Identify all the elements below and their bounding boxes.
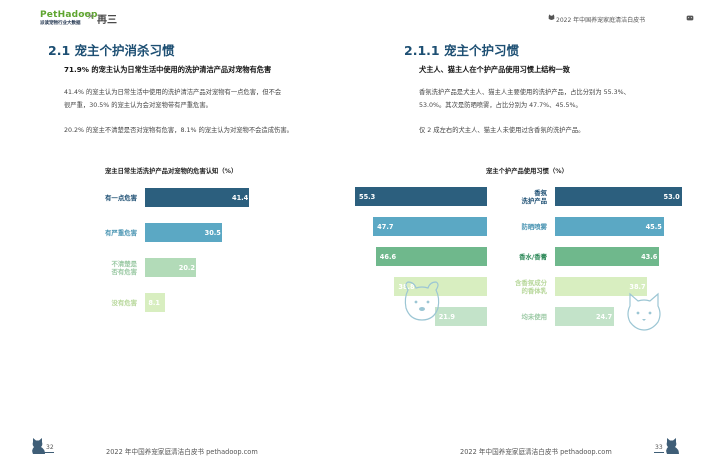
bar [555, 277, 648, 296]
bar-chart-left: 41.4 有一点危害 30.5 有严重危害 20.2 不清楚是 否有危害 8.1 没有危害 [105, 188, 249, 312]
category-label-line: 香氛 [534, 189, 547, 197]
category-label-line: 含香氛成分 [515, 279, 547, 287]
paragraph-line: 香氛洗护产品是犬主人、猫主人主要使用的洗护产品，占比分别为 55.3%、 [419, 89, 630, 96]
logo-subtitle: 派读宠物行业大数据 [40, 21, 81, 26]
page-number: 32 [46, 444, 54, 451]
bar-value-label: 21.9 [438, 313, 455, 321]
logo-separator: × [87, 12, 95, 22]
page-number-underline [44, 452, 54, 453]
paragraph-2: 仅 2 成左右的犬主人、猫主人未使用过含香氛的洗护产品。 [419, 127, 585, 134]
bar [375, 247, 487, 266]
section-headline: 71.9% 的宠主认为日常生活中使用的洗护清洁产品对宠物有危害 [64, 65, 272, 74]
bar [434, 307, 487, 326]
paragraph-1: 香氛洗护产品是犬主人、猫主人主要使用的洗护产品，占比分别为 55.3%、 53.… [419, 86, 699, 112]
bar-value-label: 43.6 [641, 253, 658, 261]
bar [145, 258, 196, 277]
dog-icon [686, 15, 694, 21]
chart-title: 宠主个护产品使用习惯（%） [486, 168, 568, 175]
header-report-title: 2022 年中国养宠家庭清洁白皮书 [556, 17, 646, 24]
category-label-line: 洗护产品 [521, 197, 547, 205]
section-title: 2.1 宠主个护消杀习惯 [48, 43, 175, 58]
bar [145, 188, 249, 207]
bar-value-label: 38.7 [629, 283, 646, 291]
category-label-line: 不清楚是 [111, 260, 137, 268]
category-label-line: 有一点危害 [105, 194, 137, 202]
cat-silhouette-icon [666, 438, 679, 454]
cat-face-icon [548, 14, 555, 20]
bar-value-label: 30.5 [204, 229, 221, 237]
dog-outline-icon [404, 281, 440, 321]
bar-value-label: 46.6 [379, 253, 397, 261]
bar [373, 217, 487, 236]
category-label: 含香氛成分 的香体乳 [515, 279, 547, 295]
paragraph-1: 41.4% 的宠主认为日常生活中使用的洗护清洁产品对宠物有一点危害，但不会 很严… [64, 86, 344, 112]
bar-value-label: 55.3 [359, 193, 376, 201]
category-label-line: 否有危害 [111, 268, 137, 276]
bar-value-label: 24.7 [595, 313, 613, 321]
bar-chart-right: 55.3 53.0 香氛 洗护产品 47.7 45.5 防晒喷雾 46.6 43.6 香水/香膏 3… [355, 0, 710, 473]
category-label: 不清楚是 否有危害 [111, 260, 137, 276]
category-label: 香氛 洗护产品 [521, 189, 547, 205]
category-label: 没有危害 [111, 299, 137, 307]
bar-value-label: 47.7 [377, 223, 394, 231]
paragraph-line: 很严重，30.5% 的宠主认为会对宠物带有严重危害。 [64, 102, 212, 109]
paragraph-2: 20.2% 的宠主不清楚是否对宠物有危害，8.1% 的宠主认为对宠物不会造成伤害… [64, 127, 293, 134]
category-label: 均未使用 [521, 313, 547, 321]
bar-value-label: 8.1 [148, 299, 161, 307]
bar [555, 187, 682, 206]
category-label: 香水/香膏 [519, 253, 547, 261]
bar [394, 277, 487, 296]
bar-value-label: 41.4 [232, 194, 249, 202]
logo-text: PetHadoop [40, 10, 98, 20]
bar [145, 293, 166, 312]
bar [355, 187, 487, 206]
bar [145, 223, 222, 242]
bar [555, 217, 664, 236]
cat-silhouette-icon [32, 438, 45, 454]
category-label: 有严重危害 [105, 229, 137, 237]
category-label: 有一点危害 [105, 194, 137, 202]
section-headline: 犬主人、猫主人在个护产品使用习惯上结构一致 [419, 65, 570, 74]
footer-text: 2022 年中国养宠家庭清洁白皮书 pethadoop.com [460, 448, 612, 456]
bar [555, 307, 614, 326]
category-label: 防晒喷雾 [521, 223, 547, 231]
chart-title: 宠主日常生活洗护产品对宠物的危害认知（%） [105, 168, 238, 175]
section-title: 2.1.1 宠主个护习惯 [404, 43, 519, 58]
logo-suffix: .com [81, 11, 91, 16]
page-number-underline [654, 452, 664, 453]
paragraph-line: 53.0%。其次是防晒喷雾，占比分别为 47.7%、45.5%。 [419, 102, 582, 109]
page-number: 33 [655, 444, 663, 451]
cat-outline-icon [627, 292, 661, 331]
category-label-line: 防晒喷雾 [521, 223, 547, 231]
paragraph-line: 41.4% 的宠主认为日常生活中使用的洗护清洁产品对宠物有一点危害，但不会 [64, 89, 282, 96]
category-label-line: 没有危害 [111, 299, 137, 307]
bar [555, 247, 660, 266]
bar-value-label: 20.2 [178, 264, 196, 272]
category-label-line: 香水/香膏 [519, 253, 547, 261]
category-label-line: 的香体乳 [521, 287, 547, 295]
footer-text: 2022 年中国养宠家庭清洁白皮书 pethadoop.com [106, 448, 258, 456]
partner-logo: 再三 [97, 15, 117, 26]
category-label-line: 均未使用 [521, 313, 547, 321]
bar-value-label: 53.0 [663, 193, 680, 201]
category-label-line: 有严重危害 [105, 229, 137, 237]
bar-value-label: 45.5 [645, 223, 662, 231]
